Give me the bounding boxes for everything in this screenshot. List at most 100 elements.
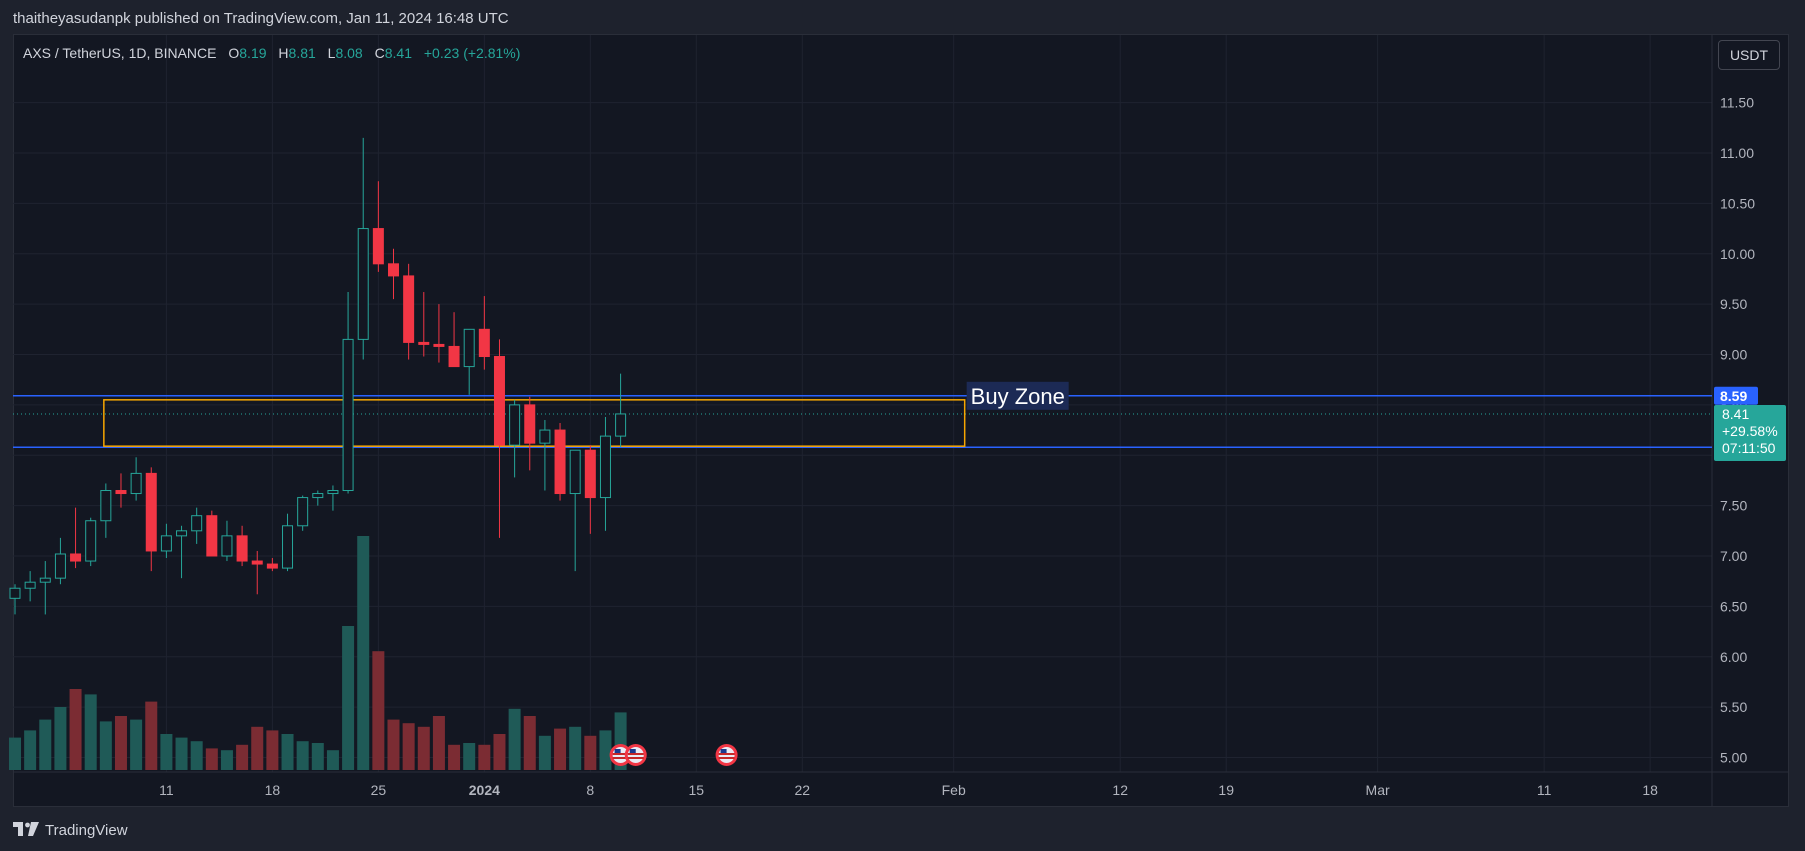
last-change-badge: +29.58%: [1722, 423, 1778, 439]
tradingview-logo-icon: [13, 821, 39, 839]
price-tick-label: 5.00: [1720, 750, 1747, 766]
candle-body: [54, 553, 66, 579]
volume-bar: [538, 735, 551, 770]
candle-body: [70, 553, 82, 562]
symbol-name[interactable]: AXS / TetherUS, 1D, BINANCE: [23, 45, 217, 61]
price-tick-label: 7.00: [1720, 548, 1747, 564]
us-flag-icon-canton: [629, 749, 636, 753]
volume-bar: [357, 536, 370, 770]
volume-bar: [508, 708, 521, 770]
volume-bar: [432, 716, 445, 770]
volume-bar: [584, 735, 597, 770]
candle-body: [282, 525, 294, 569]
us-flag-icon-stripe: [612, 757, 629, 759]
published-text: thaitheyasudanpk published on TradingVie…: [13, 10, 509, 27]
candle-body: [478, 328, 490, 358]
volume-bar: [599, 730, 612, 770]
candle-body: [403, 275, 415, 343]
price-tick-label: 11.00: [1720, 145, 1754, 161]
candle-body: [615, 413, 627, 437]
volume-bar: [478, 744, 491, 770]
volume-bar: [39, 719, 52, 770]
us-flag-icon-stripe: [627, 753, 644, 755]
close-label: C: [374, 45, 385, 61]
open-label: O: [228, 45, 240, 61]
volume-bar: [145, 701, 158, 770]
buy-zone-label-bg: [966, 381, 1069, 410]
volume-bar: [130, 719, 143, 770]
candle-body: [24, 581, 36, 589]
time-tick-label: 18: [265, 782, 281, 798]
time-tick-label: 15: [689, 782, 705, 798]
volume-bar: [220, 750, 233, 770]
time-tick-label: 19: [1218, 782, 1234, 798]
volume-bar: [24, 730, 37, 770]
candle-body: [372, 228, 384, 265]
last-price-badge-bg: [1714, 404, 1786, 461]
volume-bar: [402, 723, 415, 770]
volume-bar: [190, 741, 203, 770]
us-flag-icon-stripe: [612, 753, 629, 755]
volume-bar: [387, 719, 400, 770]
candle-body: [39, 577, 51, 583]
volume-bar: [251, 726, 264, 770]
volume-bar: [9, 737, 21, 770]
time-tick-label: 11: [159, 782, 174, 798]
candle-body: [539, 429, 551, 444]
time-tick-label: Mar: [1366, 782, 1390, 798]
symbol-legend: AXS / TetherUS, 1D, BINANCE O8.19 H8.81 …: [23, 45, 520, 61]
price-tick-label: 10.00: [1720, 246, 1755, 262]
volume-bar: [463, 743, 476, 770]
volume-bar: [417, 726, 430, 770]
chart-pane[interactable]: [13, 34, 1789, 807]
candle-body: [9, 587, 21, 599]
candle-body: [266, 563, 278, 569]
volume-bar: [281, 734, 294, 770]
high-label: H: [278, 45, 289, 61]
buy-zone-rectangle[interactable]: [103, 399, 966, 447]
volume-bar: [326, 750, 339, 770]
volume-bar: [69, 689, 82, 770]
volume-bar: [569, 726, 582, 770]
volume-bar: [175, 737, 188, 770]
volume-bar: [114, 716, 127, 770]
time-tick-label: 11: [1537, 782, 1552, 798]
candle-body: [176, 530, 188, 537]
candle-body: [115, 490, 127, 495]
time-tick-label: Feb: [942, 782, 966, 798]
candle-body: [85, 520, 97, 562]
volume-bar: [342, 626, 355, 770]
candle-body: [584, 449, 596, 499]
time-tick-label: 18: [1642, 782, 1658, 798]
upper-level-badge: 8.59: [1720, 388, 1747, 404]
currency-button[interactable]: USDT: [1718, 40, 1780, 70]
volume-bar: [266, 730, 279, 770]
candle-body: [448, 345, 460, 368]
us-flag-icon-stripe: [718, 757, 735, 759]
volume-bar: [236, 744, 249, 770]
candle-body: [463, 328, 475, 368]
candle-body: [236, 535, 248, 562]
candle-body: [160, 535, 172, 552]
countdown-badge: 07:11:50: [1722, 440, 1776, 456]
volume-bar: [372, 651, 385, 770]
candle-body: [130, 472, 142, 495]
footer-brand[interactable]: TradingView: [13, 817, 128, 843]
buy-zone-label: Buy Zone: [971, 384, 1065, 409]
price-tick-label: 9.50: [1720, 296, 1747, 312]
volume-bar: [554, 728, 567, 770]
candle-body: [418, 341, 430, 345]
candle-body: [145, 472, 157, 552]
candle-body: [569, 449, 581, 495]
volume-bar: [54, 707, 67, 770]
candle-body: [191, 515, 203, 532]
candle-body: [342, 338, 354, 492]
candle-body: [100, 490, 112, 522]
change-value: +0.23 (+2.81%): [423, 45, 521, 61]
time-tick-label: 22: [794, 782, 810, 798]
close-value: 8.41: [384, 45, 412, 61]
price-tick-label: 5.50: [1720, 699, 1747, 715]
volume-bar: [296, 741, 309, 770]
time-tick-label: 12: [1112, 782, 1128, 798]
